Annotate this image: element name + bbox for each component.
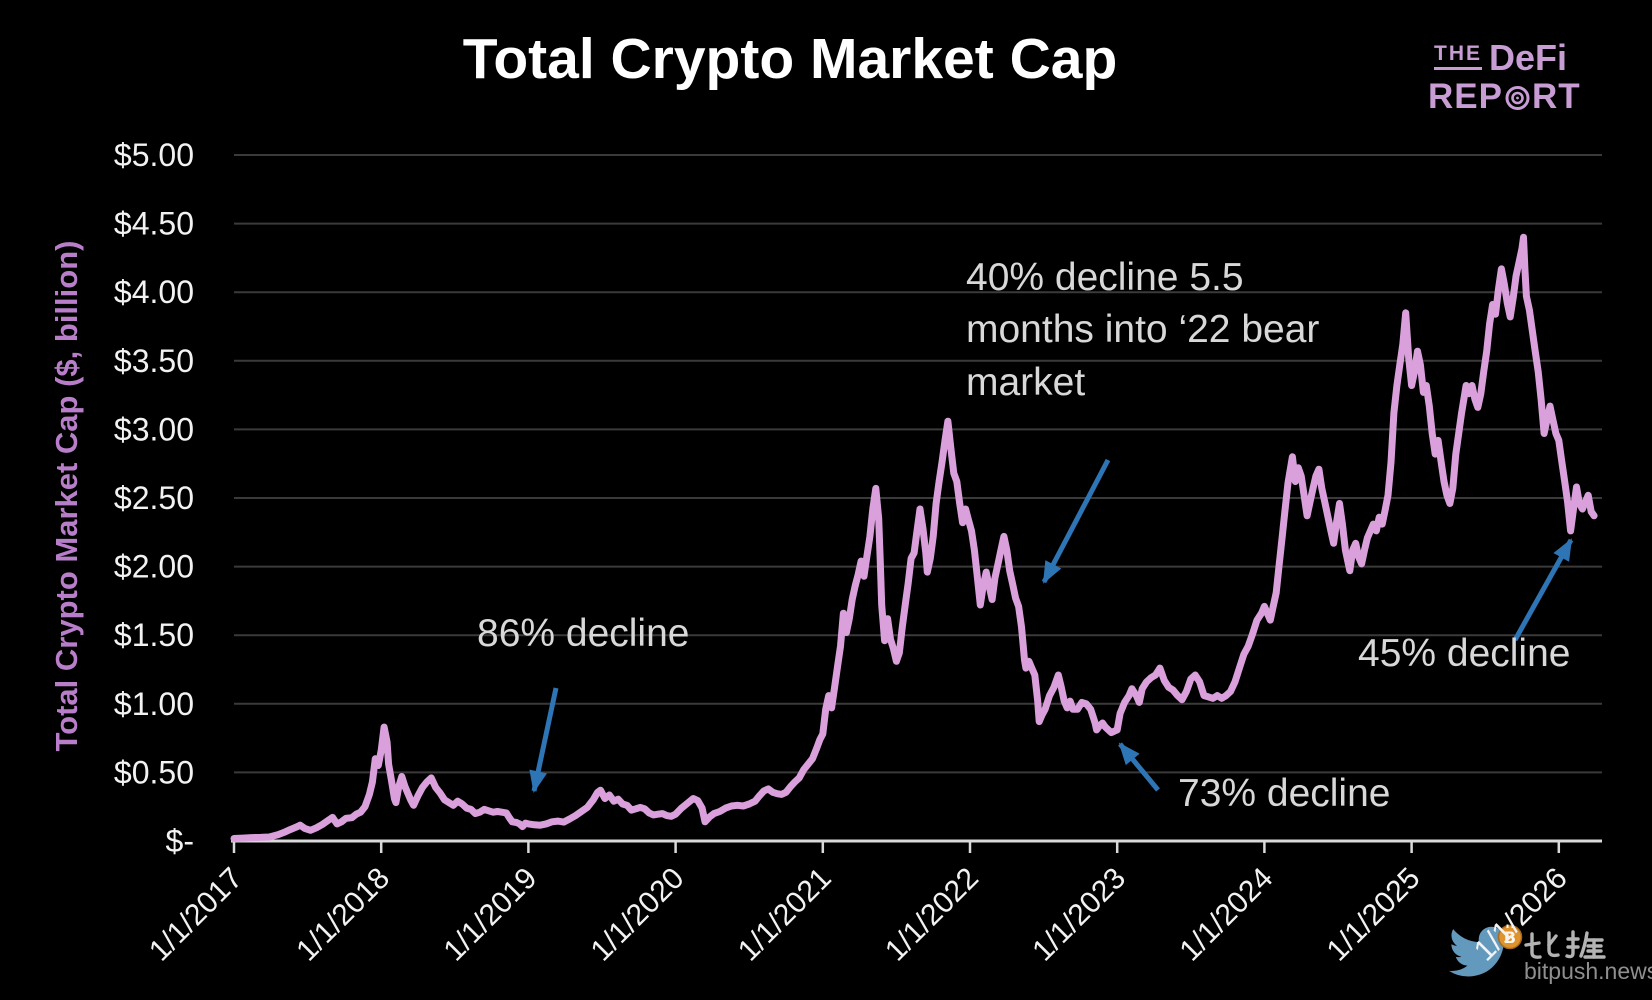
x-tick-label: 1/1/2024 <box>1173 862 1279 968</box>
y-axis-title: Total Crypto Market Cap ($, billion) <box>49 240 84 752</box>
x-tick-label: 1/1/2025 <box>1321 862 1427 968</box>
y-tick-label: $1.50 <box>114 617 194 653</box>
y-tick-label: $2.50 <box>114 480 194 516</box>
bitcoin-coin-icon: B <box>1497 924 1523 950</box>
y-tick-label: $0.50 <box>114 754 194 790</box>
annotation-decline-40: 40% decline 5.5 months into ‘22 bear mar… <box>966 256 1320 404</box>
x-tick-label: 1/1/2018 <box>290 862 396 968</box>
annotation-decline-45: 45% decline <box>1358 632 1571 675</box>
annotation-decline-86: 86% decline <box>477 612 690 655</box>
x-tick-label: 1/1/2020 <box>585 862 691 968</box>
y-tick-label: $4.00 <box>114 274 194 310</box>
annotation-arrow-decline-73 <box>1118 742 1160 792</box>
x-tick-label: 1/1/2026 <box>1468 862 1574 968</box>
annotation-arrow-decline-86 <box>529 687 559 793</box>
x-tick-label: 1/1/2021 <box>732 862 838 968</box>
x-tick-label: 1/1/2017 <box>143 862 249 968</box>
y-tick-label: $4.50 <box>114 206 194 242</box>
logo-rep-text: REP <box>1428 77 1503 116</box>
logo-the-text: THE <box>1434 43 1482 70</box>
bitpush-cn-text <box>1524 930 1606 959</box>
logo-rt-text: RT <box>1531 77 1581 116</box>
twitter-bird-icon: B <box>1449 924 1523 977</box>
annotation-arrow-decline-45 <box>1512 538 1574 642</box>
x-tick-label: 1/1/2023 <box>1026 862 1132 968</box>
annotation-arrow-decline-40 <box>1041 458 1111 584</box>
logo-defi-text: DeFi <box>1489 37 1568 78</box>
y-tick-label: $2.00 <box>114 549 194 585</box>
defi-report-logo: THE DeFi REP RT <box>1428 37 1581 116</box>
bullseye-icon <box>1505 86 1530 110</box>
x-tick-label: 1/1/2022 <box>879 862 985 968</box>
x-tick-label: 1/1/2019 <box>437 862 543 968</box>
page-title: Total Crypto Market Cap <box>462 27 1118 91</box>
annotation-decline-73: 73% decline <box>1178 772 1391 815</box>
y-tick-label: $1.00 <box>114 686 194 722</box>
y-tick-label: $- <box>166 823 194 859</box>
y-tick-label: $3.00 <box>114 411 194 447</box>
svg-text:B: B <box>1504 928 1516 947</box>
market-cap-line <box>230 233 1598 842</box>
y-tick-label: $5.00 <box>114 137 194 173</box>
bitpush-site-text: bitpush.news <box>1524 958 1652 984</box>
y-tick-label: $3.50 <box>114 343 194 379</box>
